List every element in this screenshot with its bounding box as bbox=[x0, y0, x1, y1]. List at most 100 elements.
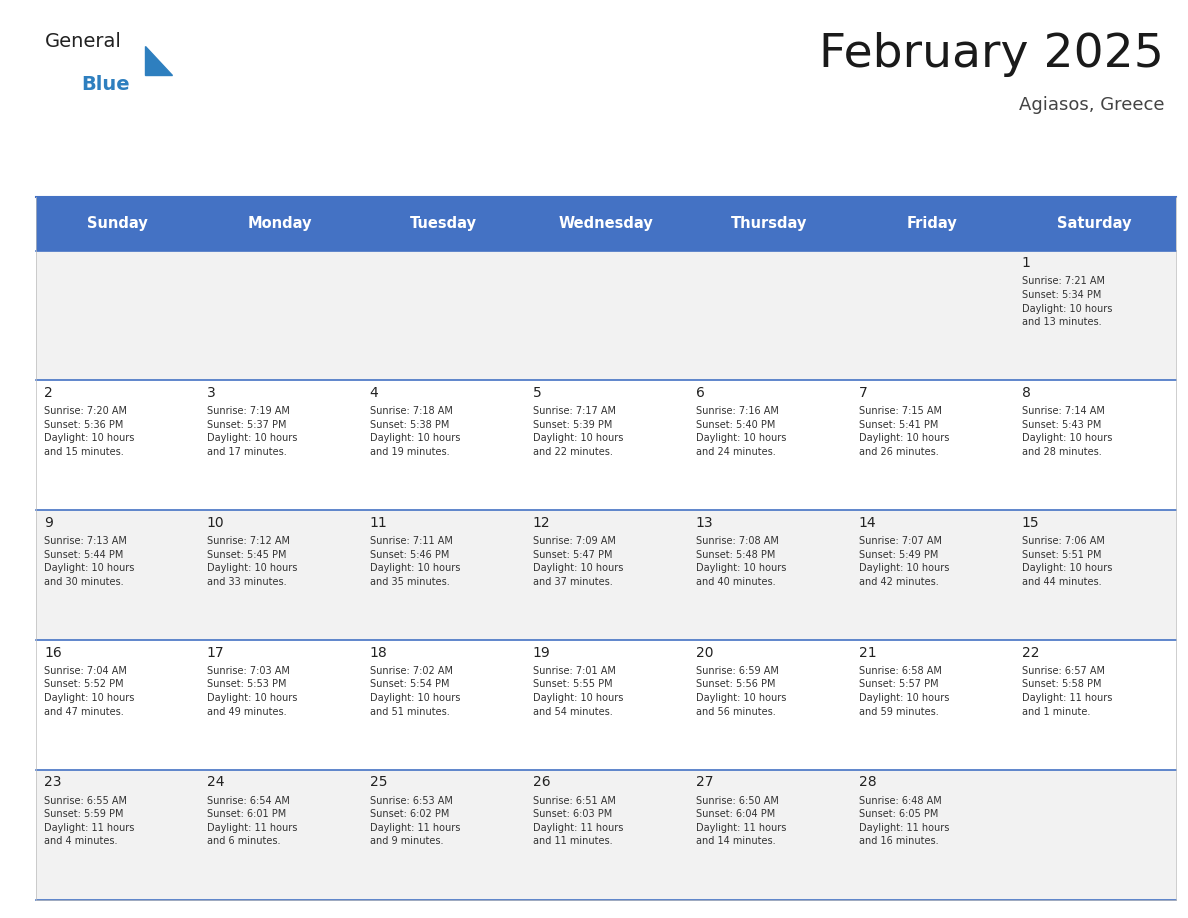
Bar bbox=[524, 380, 688, 510]
Text: 25: 25 bbox=[369, 776, 387, 789]
Text: Sunrise: 7:03 AM
Sunset: 5:53 PM
Daylight: 10 hours
and 49 minutes.: Sunrise: 7:03 AM Sunset: 5:53 PM Dayligh… bbox=[207, 666, 297, 717]
Text: 12: 12 bbox=[532, 516, 550, 530]
Bar bbox=[851, 640, 1013, 770]
Polygon shape bbox=[145, 46, 172, 75]
Text: Sunrise: 7:02 AM
Sunset: 5:54 PM
Daylight: 10 hours
and 51 minutes.: Sunrise: 7:02 AM Sunset: 5:54 PM Dayligh… bbox=[369, 666, 460, 717]
Bar bbox=[524, 510, 688, 640]
Text: 23: 23 bbox=[44, 776, 62, 789]
Bar bbox=[524, 770, 688, 900]
Text: Sunrise: 7:21 AM
Sunset: 5:34 PM
Daylight: 10 hours
and 13 minutes.: Sunrise: 7:21 AM Sunset: 5:34 PM Dayligh… bbox=[1022, 276, 1112, 327]
Text: Sunrise: 7:07 AM
Sunset: 5:49 PM
Daylight: 10 hours
and 42 minutes.: Sunrise: 7:07 AM Sunset: 5:49 PM Dayligh… bbox=[859, 536, 949, 587]
Text: Thursday: Thursday bbox=[731, 217, 807, 231]
Text: Sunrise: 6:57 AM
Sunset: 5:58 PM
Daylight: 11 hours
and 1 minute.: Sunrise: 6:57 AM Sunset: 5:58 PM Dayligh… bbox=[1022, 666, 1112, 717]
Text: Sunrise: 6:59 AM
Sunset: 5:56 PM
Daylight: 10 hours
and 56 minutes.: Sunrise: 6:59 AM Sunset: 5:56 PM Dayligh… bbox=[696, 666, 786, 717]
Text: Wednesday: Wednesday bbox=[558, 217, 653, 231]
Text: 1: 1 bbox=[1022, 256, 1030, 270]
Bar bbox=[851, 251, 1013, 380]
Bar bbox=[524, 640, 688, 770]
Text: Sunrise: 7:15 AM
Sunset: 5:41 PM
Daylight: 10 hours
and 26 minutes.: Sunrise: 7:15 AM Sunset: 5:41 PM Dayligh… bbox=[859, 406, 949, 457]
Bar bbox=[198, 640, 361, 770]
Bar bbox=[851, 197, 1013, 251]
Bar bbox=[36, 197, 198, 251]
Bar bbox=[361, 510, 524, 640]
Bar bbox=[1013, 640, 1176, 770]
Bar bbox=[688, 640, 851, 770]
Text: 26: 26 bbox=[532, 776, 550, 789]
Bar bbox=[198, 251, 361, 380]
Text: Sunrise: 7:04 AM
Sunset: 5:52 PM
Daylight: 10 hours
and 47 minutes.: Sunrise: 7:04 AM Sunset: 5:52 PM Dayligh… bbox=[44, 666, 134, 717]
Text: Sunday: Sunday bbox=[87, 217, 147, 231]
Text: Sunrise: 7:09 AM
Sunset: 5:47 PM
Daylight: 10 hours
and 37 minutes.: Sunrise: 7:09 AM Sunset: 5:47 PM Dayligh… bbox=[532, 536, 624, 587]
Text: 15: 15 bbox=[1022, 516, 1040, 530]
Text: 14: 14 bbox=[859, 516, 877, 530]
Text: 18: 18 bbox=[369, 645, 387, 659]
Bar bbox=[851, 380, 1013, 510]
Bar bbox=[688, 197, 851, 251]
Bar bbox=[36, 510, 198, 640]
Text: 24: 24 bbox=[207, 776, 225, 789]
Text: 6: 6 bbox=[696, 386, 704, 400]
Text: 28: 28 bbox=[859, 776, 877, 789]
Text: Sunrise: 7:19 AM
Sunset: 5:37 PM
Daylight: 10 hours
and 17 minutes.: Sunrise: 7:19 AM Sunset: 5:37 PM Dayligh… bbox=[207, 406, 297, 457]
Bar bbox=[361, 640, 524, 770]
Bar bbox=[688, 510, 851, 640]
Text: Monday: Monday bbox=[248, 217, 312, 231]
Text: 11: 11 bbox=[369, 516, 387, 530]
Text: 2: 2 bbox=[44, 386, 52, 400]
Text: Friday: Friday bbox=[906, 217, 958, 231]
Bar bbox=[1013, 380, 1176, 510]
Text: Sunrise: 7:18 AM
Sunset: 5:38 PM
Daylight: 10 hours
and 19 minutes.: Sunrise: 7:18 AM Sunset: 5:38 PM Dayligh… bbox=[369, 406, 460, 457]
Bar bbox=[361, 197, 524, 251]
Text: Sunrise: 7:11 AM
Sunset: 5:46 PM
Daylight: 10 hours
and 35 minutes.: Sunrise: 7:11 AM Sunset: 5:46 PM Dayligh… bbox=[369, 536, 460, 587]
Text: 7: 7 bbox=[859, 386, 867, 400]
Text: 10: 10 bbox=[207, 516, 225, 530]
Text: Sunrise: 7:06 AM
Sunset: 5:51 PM
Daylight: 10 hours
and 44 minutes.: Sunrise: 7:06 AM Sunset: 5:51 PM Dayligh… bbox=[1022, 536, 1112, 587]
Bar bbox=[36, 251, 198, 380]
Bar bbox=[524, 251, 688, 380]
Text: 5: 5 bbox=[532, 386, 542, 400]
Text: Sunrise: 7:01 AM
Sunset: 5:55 PM
Daylight: 10 hours
and 54 minutes.: Sunrise: 7:01 AM Sunset: 5:55 PM Dayligh… bbox=[532, 666, 624, 717]
Bar bbox=[198, 197, 361, 251]
Text: 19: 19 bbox=[532, 645, 550, 659]
Text: Sunrise: 7:12 AM
Sunset: 5:45 PM
Daylight: 10 hours
and 33 minutes.: Sunrise: 7:12 AM Sunset: 5:45 PM Dayligh… bbox=[207, 536, 297, 587]
Text: 9: 9 bbox=[44, 516, 52, 530]
Text: Sunrise: 6:48 AM
Sunset: 6:05 PM
Daylight: 11 hours
and 16 minutes.: Sunrise: 6:48 AM Sunset: 6:05 PM Dayligh… bbox=[859, 796, 949, 846]
Text: 4: 4 bbox=[369, 386, 379, 400]
Text: Sunrise: 7:08 AM
Sunset: 5:48 PM
Daylight: 10 hours
and 40 minutes.: Sunrise: 7:08 AM Sunset: 5:48 PM Dayligh… bbox=[696, 536, 786, 587]
Bar bbox=[688, 380, 851, 510]
Text: 27: 27 bbox=[696, 776, 713, 789]
Bar bbox=[198, 510, 361, 640]
Bar bbox=[1013, 510, 1176, 640]
Text: Sunrise: 6:51 AM
Sunset: 6:03 PM
Daylight: 11 hours
and 11 minutes.: Sunrise: 6:51 AM Sunset: 6:03 PM Dayligh… bbox=[532, 796, 624, 846]
Text: 16: 16 bbox=[44, 645, 62, 659]
Bar bbox=[198, 380, 361, 510]
Text: Sunrise: 6:53 AM
Sunset: 6:02 PM
Daylight: 11 hours
and 9 minutes.: Sunrise: 6:53 AM Sunset: 6:02 PM Dayligh… bbox=[369, 796, 460, 846]
Bar bbox=[688, 251, 851, 380]
Text: 3: 3 bbox=[207, 386, 216, 400]
Bar bbox=[851, 510, 1013, 640]
Text: Sunrise: 7:14 AM
Sunset: 5:43 PM
Daylight: 10 hours
and 28 minutes.: Sunrise: 7:14 AM Sunset: 5:43 PM Dayligh… bbox=[1022, 406, 1112, 457]
Text: 8: 8 bbox=[1022, 386, 1030, 400]
Bar bbox=[36, 770, 198, 900]
Text: Sunrise: 6:55 AM
Sunset: 5:59 PM
Daylight: 11 hours
and 4 minutes.: Sunrise: 6:55 AM Sunset: 5:59 PM Dayligh… bbox=[44, 796, 134, 846]
Bar bbox=[1013, 251, 1176, 380]
Bar bbox=[361, 380, 524, 510]
Text: Sunrise: 7:16 AM
Sunset: 5:40 PM
Daylight: 10 hours
and 24 minutes.: Sunrise: 7:16 AM Sunset: 5:40 PM Dayligh… bbox=[696, 406, 786, 457]
Bar bbox=[198, 770, 361, 900]
Text: Blue: Blue bbox=[81, 75, 129, 95]
Bar bbox=[1013, 197, 1176, 251]
Bar bbox=[688, 770, 851, 900]
Bar bbox=[851, 770, 1013, 900]
Text: Sunrise: 6:50 AM
Sunset: 6:04 PM
Daylight: 11 hours
and 14 minutes.: Sunrise: 6:50 AM Sunset: 6:04 PM Dayligh… bbox=[696, 796, 786, 846]
Text: General: General bbox=[45, 32, 122, 51]
Text: February 2025: February 2025 bbox=[820, 32, 1164, 77]
Bar bbox=[1013, 770, 1176, 900]
Text: Sunrise: 6:58 AM
Sunset: 5:57 PM
Daylight: 10 hours
and 59 minutes.: Sunrise: 6:58 AM Sunset: 5:57 PM Dayligh… bbox=[859, 666, 949, 717]
Text: Saturday: Saturday bbox=[1057, 217, 1132, 231]
Text: 21: 21 bbox=[859, 645, 877, 659]
Text: 17: 17 bbox=[207, 645, 225, 659]
Text: Sunrise: 7:13 AM
Sunset: 5:44 PM
Daylight: 10 hours
and 30 minutes.: Sunrise: 7:13 AM Sunset: 5:44 PM Dayligh… bbox=[44, 536, 134, 587]
Bar bbox=[361, 251, 524, 380]
Text: Agiasos, Greece: Agiasos, Greece bbox=[1019, 96, 1164, 115]
Text: Sunrise: 7:20 AM
Sunset: 5:36 PM
Daylight: 10 hours
and 15 minutes.: Sunrise: 7:20 AM Sunset: 5:36 PM Dayligh… bbox=[44, 406, 134, 457]
